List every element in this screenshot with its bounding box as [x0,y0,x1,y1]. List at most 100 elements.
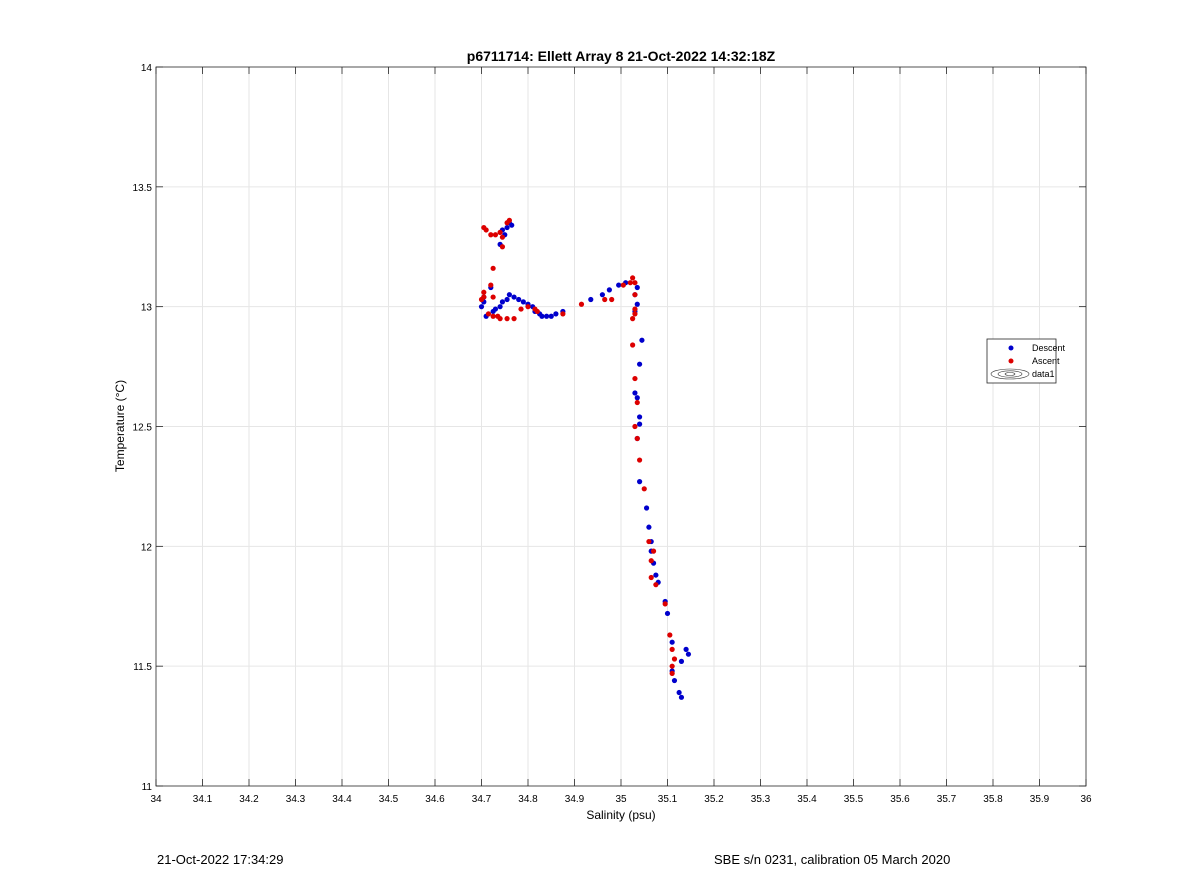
ascent-point [534,308,540,315]
descent-point [634,284,640,291]
ascent-point [490,294,496,300]
x-tick-label: 35.8 [983,794,1003,805]
ascent-point [630,316,636,322]
footer-calibration: SBE s/n 0231, calibration 05 March 2020 [714,852,951,867]
x-tick-label: 34.3 [286,794,306,805]
ascent-point [662,601,668,607]
y-tick-label: 13 [141,303,153,314]
descent-point [504,224,510,231]
descent-point [548,313,554,319]
ascent-point [648,558,654,564]
descent-point [646,524,652,530]
legend-box [986,338,1057,384]
descent-point [553,311,559,317]
ascent-point [669,663,675,669]
x-tick-label: 35 [615,794,627,805]
ascent-point [609,296,615,303]
descent-point [678,658,685,664]
x-tick-label: 36 [1080,794,1092,805]
ascent-point [481,289,487,295]
y-tick-label: 11.5 [133,662,152,673]
descent-point [616,282,622,288]
ascent-point [630,275,636,281]
grid-lines [156,67,1086,786]
legend-data1-marker [990,368,1030,380]
ascent-point [506,217,512,223]
descent-point [499,299,506,305]
descent-point [637,414,643,420]
ascent-point [602,296,608,303]
ascent-point [646,538,652,545]
legend: Descent Ascent data1 [986,338,1066,384]
legend-ascent-label: Ascent [1032,356,1060,366]
descent-point [504,296,510,303]
descent-point [664,610,671,617]
ascent-point [620,282,626,288]
descent-point [637,361,643,367]
x-tick-label: 35.6 [890,794,910,805]
descent-point [637,421,643,427]
descent-point [511,294,517,300]
ascent-point [632,375,638,382]
ascent-point [648,574,654,581]
descent-point [653,572,659,578]
y-tick-label: 11 [142,782,153,793]
ascent-point [653,582,659,588]
ascent-point [490,265,496,271]
data-points [478,217,692,700]
ascent-point [560,311,566,317]
ascent-point [492,232,499,238]
x-tick-label: 34.4 [332,794,352,805]
descent-point [637,479,643,485]
descent-point [490,308,496,315]
descent-point [669,639,675,645]
ascent-point [490,313,496,319]
x-tick-label: 34.1 [193,794,213,805]
x-tick-label: 34.5 [379,794,399,805]
ascent-point [669,646,675,652]
descent-point [588,296,594,303]
ascent-point [637,457,643,463]
ascent-point [632,423,638,430]
descent-point [685,651,692,657]
ascent-point [485,311,492,317]
ascent-point [632,311,638,317]
x-tick-label: 35.3 [751,794,771,805]
descent-point [683,646,689,652]
x-tick-label: 35.2 [704,794,724,805]
ascent-point [667,632,673,638]
ascent-point [511,316,517,322]
descent-point [634,395,640,401]
ascent-point [641,486,647,492]
descent-point [671,677,678,684]
x-tick-label: 35.9 [1030,794,1050,805]
ascent-point [518,306,524,312]
y-axis-label: Temperature (°C) [113,380,127,472]
descent-point [643,505,650,511]
ascent-point [671,656,678,662]
descent-point [506,292,512,298]
ascent-point [630,342,636,348]
x-tick-label: 34 [150,794,162,805]
descent-point [639,337,645,343]
ascent-point [634,435,640,442]
ascent-point [632,306,638,312]
descent-point [509,222,515,228]
ascent-point [497,316,503,322]
ascent-point [499,234,506,240]
legend-ascent-marker [1008,358,1014,364]
ascent-point [525,304,531,310]
descent-point [632,390,638,396]
ascent-point [478,296,485,303]
y-tick-label: 12.5 [133,423,153,434]
ascent-point [669,670,675,676]
y-tick-label: 14 [141,63,153,74]
descent-point [678,694,685,700]
x-axis-label: Salinity (psu) [586,808,655,822]
ascent-point [578,301,585,307]
x-tick-label: 35.4 [797,794,817,805]
ascent-point [488,282,494,288]
ascent-point [497,229,503,235]
descent-point [599,292,606,298]
